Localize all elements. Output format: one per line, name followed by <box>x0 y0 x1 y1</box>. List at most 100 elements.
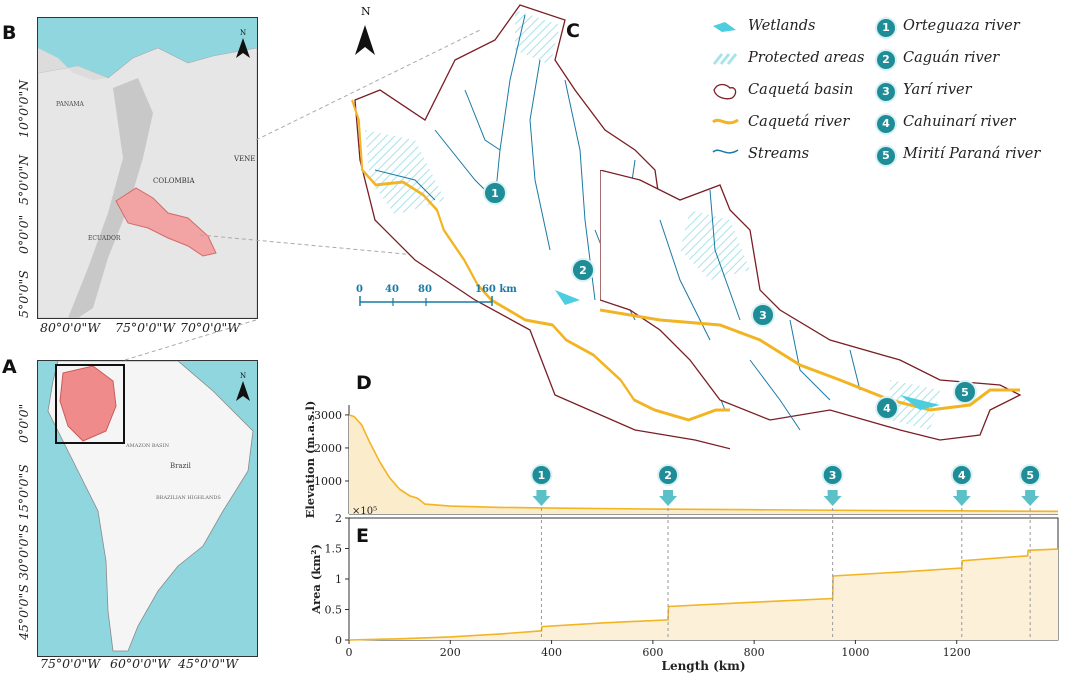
map-caqueta-basin-east: 3 4 5 <box>600 170 1022 441</box>
elevation-marker-label-5: 5 <box>1026 469 1034 482</box>
b-lon-tick-3: 70°0'0"W <box>180 320 241 335</box>
elevation-marker-1 <box>530 464 553 486</box>
svg-text:N: N <box>361 5 371 18</box>
legend-marker-5: 5 <box>875 145 897 167</box>
legend-marker-1: 1 <box>875 17 897 39</box>
caqueta-river-east <box>600 308 1020 412</box>
elevation-ytick-label-1000: 1000 <box>314 475 342 488</box>
elevation-marker-arrow-1 <box>532 490 551 506</box>
label-colombia: COLOMBIA <box>153 177 196 185</box>
central-america <box>38 48 108 80</box>
scale-label-80: 80 <box>418 284 432 295</box>
map-colombia-svg: PANAMA COLOMBIA VENE ECUADOR N <box>38 18 257 318</box>
elevation-marker-arrow-5 <box>1021 490 1040 506</box>
caribbean-islands <box>188 18 257 43</box>
elevation-marker-arrow-3 <box>823 490 842 506</box>
area-fill <box>349 549 1058 640</box>
chart-area: 0 0.5 1 1.5 2 0 200 400 600 800 1000 1200 ×10⁵ Area (… <box>309 506 1059 673</box>
area-ytick-label-0.5: 0.5 <box>325 604 343 617</box>
map-south-america-svg: Brazil AMAZON BASIN BRAZILIAN HIGHLANDS … <box>38 361 257 656</box>
a-lon-tick-2: 60°0'0"W <box>110 656 171 671</box>
map-marker-4: 4 <box>875 396 899 420</box>
colombia-highlight <box>59 365 117 442</box>
map-marker-1: 1 <box>483 181 507 205</box>
a-lon-tick-1: 75°0'0"W <box>40 656 101 671</box>
legend-label-wetlands: Wetlands <box>748 18 816 34</box>
map-marker-2: 2 <box>571 258 595 282</box>
scale-label-0: 0 <box>356 284 363 295</box>
caqueta-river-icon <box>712 118 739 125</box>
legend-label-yari: Yarí river <box>903 82 972 98</box>
legend-label-caqueta-basin: Caquetá basin <box>748 82 854 98</box>
area-xtick-label-600: 600 <box>642 646 663 659</box>
elevation-y-label: Elevation (m.a.s.l) <box>303 401 317 519</box>
panel-label-b: B <box>2 22 17 44</box>
area-multiplier: ×10⁵ <box>352 506 377 517</box>
label-brazil: Brazil <box>170 462 192 470</box>
area-x-label: Length (km) <box>662 659 746 673</box>
area-xtick-label-1000: 1000 <box>841 646 869 659</box>
svg-text:1: 1 <box>491 187 499 200</box>
map-marker-3: 3 <box>751 303 775 327</box>
b-lon-tick-1: 80°0'0"W <box>40 320 101 335</box>
label-brazilian-highlands: BRAZILIAN HIGHLANDS <box>156 495 221 501</box>
north-arrow-a: N <box>236 372 250 401</box>
elevation-line <box>348 414 1059 513</box>
scale-bar: 0 40 80 160 km <box>356 284 517 306</box>
svg-text:4: 4 <box>883 402 891 415</box>
elevation-marker-3 <box>821 464 844 486</box>
panel-label-c: C <box>566 20 580 42</box>
area-ytick-label-1: 1 <box>335 573 342 586</box>
inset-frame <box>55 364 125 444</box>
elevation-marker-label-3: 3 <box>829 469 837 482</box>
streams-icon <box>712 149 739 154</box>
elevation-area <box>349 414 1058 514</box>
a-lon-tick-3: 45°0'0"W <box>178 656 239 671</box>
elevation-marker-2 <box>657 464 680 486</box>
label-ecuador: ECUADOR <box>88 235 121 242</box>
legend-label-protected-areas: Protected areas <box>748 50 865 66</box>
area-y-label: Area (km²) <box>309 544 323 615</box>
area-line <box>348 548 1059 641</box>
wetlands-icon <box>713 22 736 32</box>
streams-east <box>659 189 861 431</box>
area-xtick-label-1200: 1200 <box>943 646 971 659</box>
legend-label-miriti: Mirití Paraná river <box>903 146 1041 162</box>
elevation-marker-5 <box>1019 464 1042 486</box>
panel-label-e: E <box>356 525 369 547</box>
legend-label-caqueta-river: Caquetá river <box>748 114 850 130</box>
area-xtick-label-200: 200 <box>440 646 461 659</box>
north-arrow-c: N <box>355 5 375 55</box>
elevation-ytick-label-3000: 3000 <box>314 409 342 422</box>
legend-label-orteguaza: Orteguaza river <box>903 18 1020 34</box>
area-ytick-label-0: 0 <box>335 634 342 647</box>
map-marker-5: 5 <box>953 380 977 404</box>
scale-label-40: 40 <box>385 284 399 295</box>
svg-text:5: 5 <box>961 386 969 399</box>
elevation-marker-4 <box>950 464 973 486</box>
legend-marker-2: 2 <box>875 49 897 71</box>
protected-areas-icon <box>712 53 738 65</box>
protected-areas-north <box>515 10 560 65</box>
wetlands-east <box>900 395 940 410</box>
legend-label-cahuinari: Cahuinarí river <box>903 114 1016 130</box>
wetlands-patch <box>555 290 580 305</box>
legend-icons <box>712 22 739 154</box>
panel-label-a: A <box>2 356 17 378</box>
area-xtick-label-800: 800 <box>744 646 765 659</box>
north-arrow-b: N <box>236 29 250 58</box>
protected-areas-west <box>365 130 445 215</box>
andes-relief <box>68 78 153 318</box>
area-ytick-label-1.5: 1.5 <box>325 543 343 556</box>
elevation-marker-label-2: 2 <box>664 469 672 482</box>
label-panama: PANAMA <box>56 101 85 108</box>
caqueta-basin-icon <box>713 83 737 100</box>
map-colombia: PANAMA COLOMBIA VENE ECUADOR N <box>37 17 258 319</box>
label-venezuela: VENE <box>233 155 255 163</box>
area-xtick-label-400: 400 <box>541 646 562 659</box>
legend-marker-4: 4 <box>875 113 897 135</box>
svg-text:N: N <box>240 29 246 37</box>
elevation-ytick-label-2000: 2000 <box>314 442 342 455</box>
map-south-america: Brazil AMAZON BASIN BRAZILIAN HIGHLANDS … <box>37 360 258 657</box>
